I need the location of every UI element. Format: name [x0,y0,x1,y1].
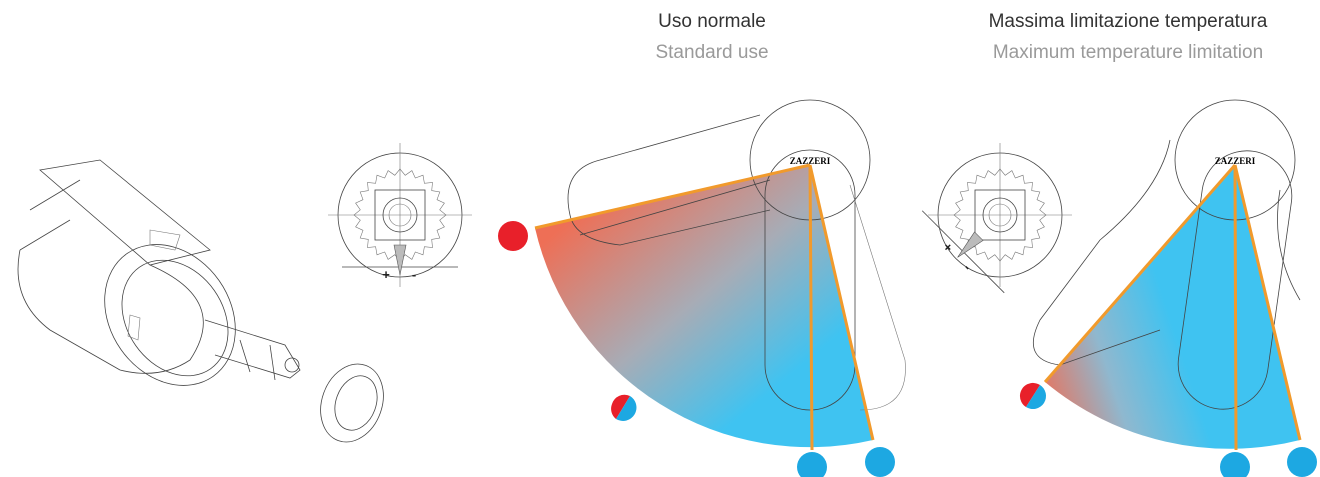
dial-hub [388,203,412,227]
dial-scale: +- [921,210,1005,294]
dial-hub [982,197,1018,233]
dial-hub [988,203,1012,227]
temperature-range [535,165,873,448]
panel-subtitle: Maximum temperature limitation [993,42,1263,63]
limit-line [808,164,875,441]
cartridge [17,159,384,443]
dial-gear [353,168,447,262]
limit-line [1233,164,1302,441]
limit-line [1043,164,1237,383]
cold-dot [1287,447,1317,477]
mix-dot-cold [1026,385,1047,410]
cold-dot [865,447,895,477]
temperature-range [1045,165,1300,449]
dial-square [374,189,426,241]
dial-plus: + [940,239,956,255]
dial: +- [921,143,1072,294]
cold-dot [797,452,827,477]
dial: +- [328,143,472,287]
dial-minus: - [412,267,416,282]
limit-line [534,163,811,230]
dial-square [974,189,1026,241]
dial-gear [953,168,1047,262]
dial-pointer [957,231,984,258]
mix-dot-cold [616,396,637,421]
mix-dot-hot [611,394,630,419]
dial-plus: + [382,267,390,282]
cold-dot [1220,452,1250,477]
brand: ZAZZERI [790,156,831,166]
panel-title: Massima limitazione temperatura [989,11,1268,32]
dial-pointer [393,244,407,276]
faucet [567,99,906,411]
dial-hub [382,197,418,233]
brand: ZAZZERI [1215,156,1256,166]
dial-scale: +- [342,244,458,282]
dial-minus: - [961,260,975,274]
hot-dot [498,221,528,251]
faucet [1032,99,1301,410]
mix-dot-hot [1019,382,1040,407]
limit-line [1233,164,1238,451]
limit-line [808,164,814,451]
panel-title: Uso normale [658,11,766,32]
panel-subtitle: Standard use [655,42,768,63]
